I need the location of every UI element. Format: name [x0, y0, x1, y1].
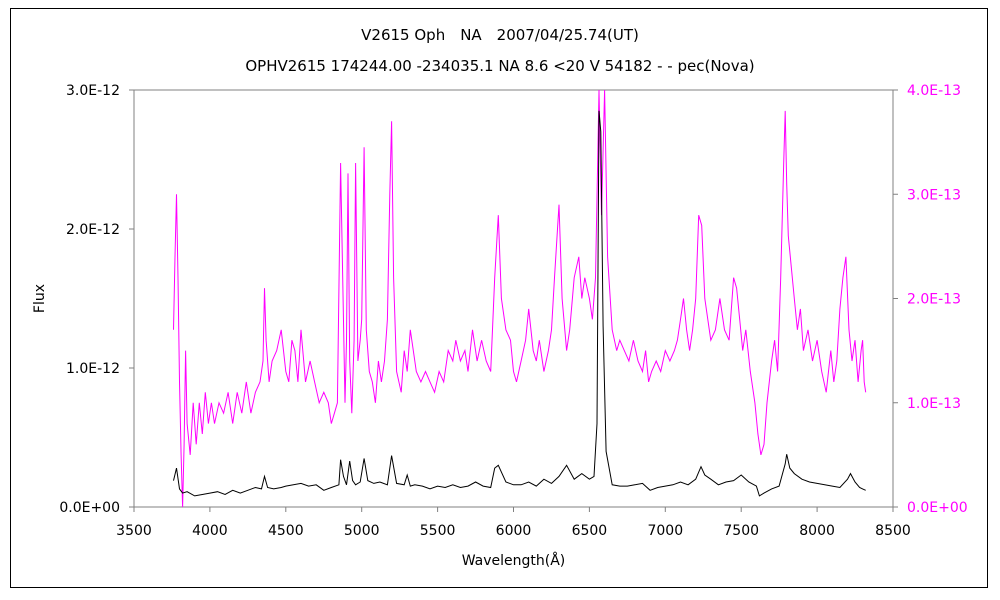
x-tick-label: 4000 [192, 523, 228, 539]
x-tick-label: 8500 [875, 523, 911, 539]
x-tick-label: 8000 [799, 523, 835, 539]
x-tick-label: 7000 [647, 523, 683, 539]
y-right-tick-label: 4.0E-13 [907, 83, 961, 99]
chart-frame [10, 8, 988, 588]
x-tick-label: 7500 [723, 523, 759, 539]
chart-subtitle: OPHV2615 174244.00 -234035.1 NA 8.6 <20 … [245, 57, 755, 75]
x-tick-label: 6000 [496, 523, 532, 539]
y-left-axis-ticks: 0.0E+00 1.0E-12 2.0E-12 3.0E-12 [59, 83, 134, 516]
y-right-axis-ticks: 0.0E+00 1.0E-13 2.0E-13 3.0E-13 4.0E-13 [893, 83, 968, 516]
chart-title: V2615 Oph NA 2007/04/25.74(UT) [361, 26, 639, 44]
y-right-tick-label: 0.0E+00 [907, 500, 968, 516]
spectrum-line-black [173, 110, 866, 497]
x-tick-label: 5000 [344, 523, 380, 539]
y-right-tick-label: 2.0E-13 [907, 292, 961, 308]
y-left-tick-label: 0.0E+00 [59, 500, 120, 516]
series-layer [173, 90, 867, 507]
y-right-tick-label: 1.0E-13 [907, 396, 961, 412]
x-tick-label: 5500 [420, 523, 456, 539]
y-left-tick-label: 1.0E-12 [66, 361, 120, 377]
plot-area [133, 89, 894, 508]
x-axis-ticks: 3500 4000 4500 5000 5500 6000 6500 7000 7500 8000… [116, 507, 911, 539]
y-left-tick-label: 3.0E-12 [66, 83, 120, 99]
y-left-tick-label: 2.0E-12 [66, 222, 120, 238]
x-tick-label: 3500 [116, 523, 152, 539]
y-axis-label: Flux [32, 284, 48, 313]
y-right-tick-label: 3.0E-13 [907, 187, 961, 203]
spectrum-line-magenta [173, 90, 867, 507]
x-tick-label: 4500 [268, 523, 304, 539]
x-axis-label: Wavelength(Å) [462, 552, 566, 569]
x-tick-label: 6500 [572, 523, 608, 539]
